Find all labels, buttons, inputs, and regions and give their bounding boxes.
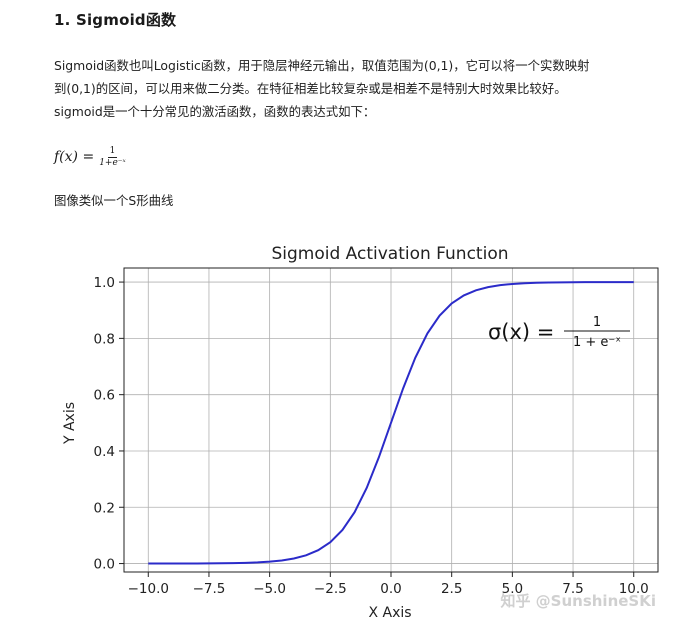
x-tick-label: −2.5 (314, 581, 347, 597)
y-tick-label: 0.6 (94, 388, 115, 404)
formula-lhs: f(x) = (54, 149, 95, 165)
formula-denominator: 1+e⁻ˣ (99, 157, 126, 168)
formula-numerator: 1 (107, 145, 118, 158)
sigmoid-formula: f(x) = 1 1+e⁻ˣ (54, 142, 126, 172)
chart-annotation: σ(x) = 1 1 + e⁻ˣ (488, 315, 630, 350)
x-tick-label: 5.0 (502, 581, 523, 597)
x-tick-label: 2.5 (441, 581, 462, 597)
annotation-lhs: σ(x) = (488, 320, 554, 344)
x-tick-label: 0.0 (380, 581, 401, 597)
x-tick-label: 10.0 (619, 581, 649, 597)
y-tick-label: 0.2 (94, 500, 115, 516)
sigmoid-chart: −10.0 −7.5 −5.0 −2.5 0.0 2.5 5.0 7.5 10.0 0.0 0.2 0… (0, 225, 697, 622)
watermark: 知乎 @SunshineSKi (500, 592, 656, 610)
annotation-numerator: 1 (593, 315, 601, 330)
intro-paragraph: Sigmoid函数也叫Logistic函数，用于隐层神经元输出，取值范围为(0,… (54, 54, 684, 123)
formula-fraction: 1 1+e⁻ˣ (99, 146, 126, 169)
y-tick-label: 0.0 (94, 557, 115, 573)
section-heading: 1. Sigmoid函数 (54, 11, 177, 29)
paragraph-line: 到(0,1)的区间，可以用来做二分类。在特征相差比较复杂或是相差不是特别大时效果… (54, 81, 567, 96)
y-tick-label: 0.8 (94, 331, 115, 347)
x-tick-label: −7.5 (193, 581, 226, 597)
chart-svg: −10.0 −7.5 −5.0 −2.5 0.0 2.5 5.0 7.5 10.0 0.0 0.2 0… (62, 244, 659, 621)
annotation-denominator: 1 + e⁻ˣ (573, 335, 621, 350)
sigmoid-curve (148, 281, 634, 565)
paragraph-line: sigmoid是一个十分常见的激活函数，函数的表达式如下： (54, 104, 376, 119)
chart-caption: 图像类似一个S形曲线 (54, 193, 174, 208)
x-tick-label: 7.5 (562, 581, 583, 597)
paragraph-line: Sigmoid函数也叫Logistic函数，用于隐层神经元输出，取值范围为(0,… (54, 58, 590, 73)
chart-title: Sigmoid Activation Function (271, 244, 508, 264)
y-tick-label: 0.4 (94, 444, 115, 460)
x-tick-label: −10.0 (128, 581, 169, 597)
x-axis-label: X Axis (368, 605, 411, 621)
y-tick-label: 1.0 (94, 275, 115, 291)
x-tick-label: −5.0 (253, 581, 286, 597)
y-axis-label: Y Axis (62, 402, 78, 445)
